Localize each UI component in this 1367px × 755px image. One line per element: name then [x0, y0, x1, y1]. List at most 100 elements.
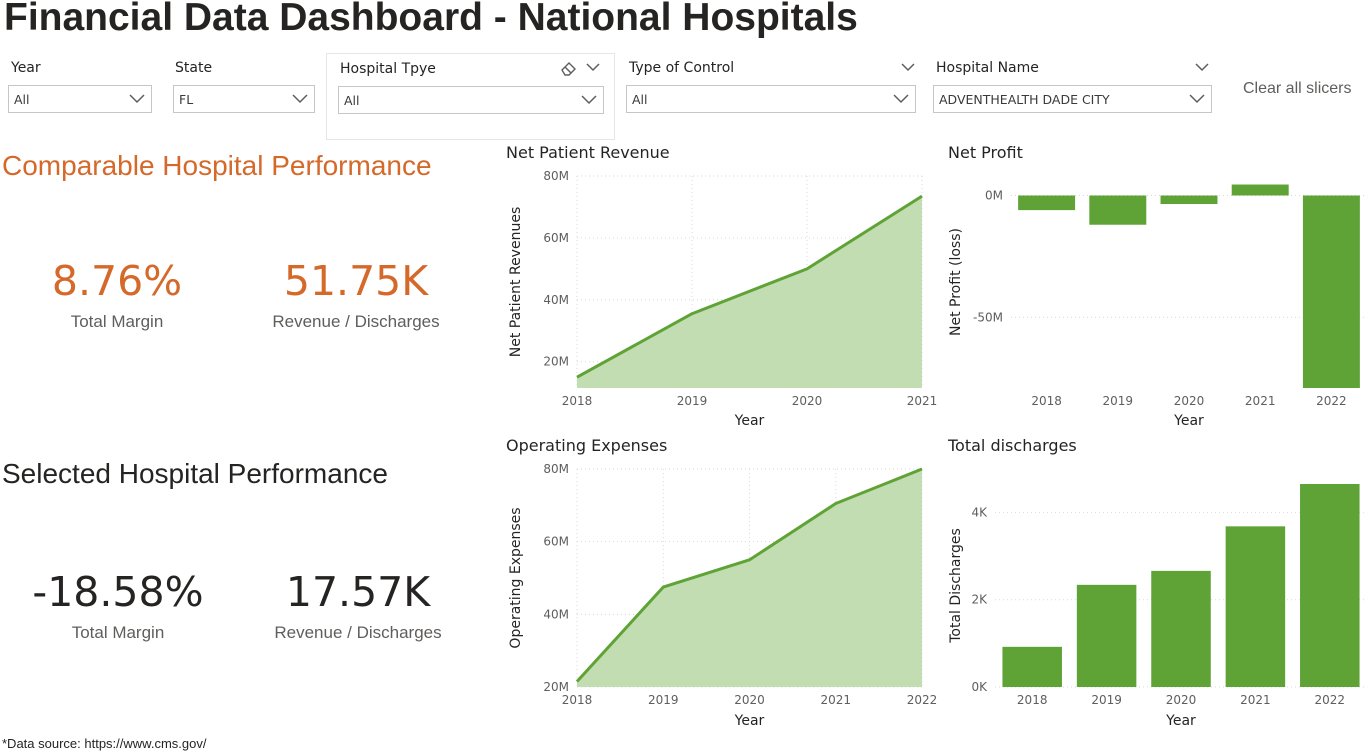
chart-operating-expenses[interactable]: Operating Expenses 20M 40M 60M 80M Operating… [506, 436, 940, 732]
comparable-rev-discharge-label: Revenue / Discharges [272, 312, 440, 331]
slicer-year-label: Year [11, 60, 41, 76]
x-tick-label: 2021 [1240, 693, 1271, 707]
selected-rev-discharge-label: Revenue / Discharges [274, 623, 442, 642]
x-axis-title: Year [734, 713, 765, 729]
bar[interactable] [1225, 526, 1286, 687]
y-axis-title: Net Patient Revenues [508, 207, 524, 358]
slicer-type-of-control[interactable]: Type of Control All [622, 54, 920, 116]
x-tick-label: 2022 [1315, 693, 1346, 707]
series-line [576, 194, 923, 379]
x-axis-title: Year [734, 413, 765, 429]
chevron-down-icon [129, 94, 145, 104]
type-of-control-dropdown-value: All [632, 92, 648, 107]
x-tick-label: 2022 [1316, 394, 1347, 408]
y-tick-label: 60M [543, 231, 569, 245]
chevron-down-icon [581, 95, 597, 105]
y-tick-label: 0M [985, 188, 1003, 202]
chart-title: Net Patient Revenue [506, 143, 670, 162]
y-tick-label: 0K [971, 680, 988, 694]
chevron-down-icon[interactable] [1195, 60, 1209, 74]
comparable-heading: Comparable Hospital Performance [2, 150, 432, 181]
bar[interactable] [1300, 484, 1360, 687]
year-dropdown-value: All [14, 92, 30, 107]
x-tick-label: 2020 [1166, 693, 1197, 707]
chart-net-patient-revenue[interactable]: Net Patient Revenue 20M 40M 60M 80M Net Pati… [506, 143, 938, 433]
y-tick-label: 4K [971, 505, 988, 519]
slicer-state[interactable]: State FL [170, 54, 318, 116]
hospital-name-dropdown[interactable]: ADVENTHEALTH DADE CITY [933, 85, 1212, 113]
x-tick-label: 2019 [1091, 693, 1122, 707]
y-tick-label: 80M [543, 169, 569, 183]
chevron-down-icon[interactable] [901, 60, 915, 74]
x-axis-title: Year [1173, 413, 1204, 429]
year-dropdown[interactable]: All [8, 85, 152, 113]
chart-title: Operating Expenses [506, 436, 668, 455]
comparable-total-margin-value: 8.76% [51, 257, 183, 305]
x-tick-label: 2019 [648, 693, 679, 707]
y-axis-title: Total Discharges [948, 528, 964, 644]
chevron-down-icon [1189, 94, 1205, 104]
state-dropdown[interactable]: FL [173, 85, 315, 113]
net-profit-plot: 0M -50M Net Profit (loss) 2018 2019 2020 2021 2… [948, 184, 1367, 429]
bar[interactable] [1089, 195, 1147, 225]
type-of-control-dropdown[interactable]: All [626, 85, 916, 113]
x-tick-label: 2020 [792, 394, 823, 408]
slicer-hospital-type[interactable]: Hospital Tpye All [326, 53, 615, 140]
bar[interactable] [1231, 184, 1289, 196]
y-tick-label: 40M [543, 293, 569, 307]
chart-total-discharges[interactable]: Total discharges 0K 2K 4K Total Discharges 2… [948, 436, 1367, 732]
slicer-year[interactable]: Year All [4, 54, 154, 116]
x-tick-label: 2021 [1245, 394, 1276, 408]
selected-total-margin-label: Total Margin [71, 623, 165, 642]
total-discharges-plot: 0K 2K 4K Total Discharges 2018 2019 2020 2021 20… [948, 484, 1367, 729]
comparable-total-margin-label: Total Margin [70, 312, 164, 331]
data-source-footnote: *Data source: https://www.cms.gov/ [2, 736, 207, 751]
bar[interactable] [1076, 584, 1137, 687]
x-axis-title: Year [1165, 713, 1196, 729]
y-axis-title: Net Profit (loss) [948, 228, 964, 336]
slicer-hospital-name[interactable]: Hospital Name ADVENTHEALTH DADE CITY [929, 54, 1215, 116]
x-tick-label: 2019 [1103, 394, 1134, 408]
bar[interactable] [1302, 195, 1360, 388]
slicer-hospital-name-label: Hospital Name [936, 60, 1039, 76]
bar[interactable] [1151, 570, 1211, 687]
x-tick-label: 2022 [907, 693, 938, 707]
y-tick-label: 2K [971, 593, 988, 607]
y-tick-label: 40M [543, 607, 569, 621]
chart-net-profit[interactable]: Net Profit 0M -50M Net Profit (loss) 2018 20… [948, 143, 1367, 433]
y-tick-label: 60M [543, 535, 569, 549]
y-tick-label: -50M [973, 310, 1003, 324]
state-dropdown-value: FL [179, 92, 194, 107]
chevron-down-icon[interactable] [586, 60, 600, 74]
hospital-type-dropdown[interactable]: All [338, 86, 604, 114]
chart-title: Total discharges [948, 436, 1077, 455]
x-tick-label: 2018 [1017, 693, 1048, 707]
bar[interactable] [1160, 195, 1218, 205]
x-tick-label: 2018 [562, 693, 593, 707]
operating-expenses-plot: 20M 40M 60M 80M Operating Expenses 2018 2019 20… [508, 462, 938, 729]
selected-rev-discharge-value: 17.57K [285, 568, 431, 616]
slicer-type-of-control-label: Type of Control [629, 60, 735, 76]
y-tick-label: 80M [543, 462, 569, 476]
bar[interactable] [1002, 646, 1062, 687]
hospital-type-dropdown-value: All [344, 93, 360, 108]
x-tick-label: 2020 [734, 693, 765, 707]
y-tick-label: 20M [543, 355, 569, 369]
clear-all-slicers-button[interactable]: Clear all slicers [1243, 80, 1352, 97]
area-fill [577, 469, 922, 687]
eraser-icon[interactable] [560, 59, 578, 77]
chart-title: Net Profit [948, 143, 1023, 162]
x-tick-label: 2021 [907, 394, 938, 408]
y-axis-title: Operating Expenses [508, 507, 524, 648]
x-tick-label: 2020 [1174, 394, 1205, 408]
bar[interactable] [1018, 195, 1076, 211]
selected-total-margin-value: -18.58% [32, 568, 204, 616]
page-title: Financial Data Dashboard - National Hosp… [4, 0, 858, 39]
chevron-down-icon [893, 94, 909, 104]
x-tick-label: 2021 [820, 693, 851, 707]
x-tick-label: 2018 [1031, 394, 1062, 408]
x-tick-label: 2018 [562, 394, 593, 408]
y-tick-label: 20M [543, 680, 569, 694]
chevron-down-icon [292, 94, 308, 104]
comparable-rev-discharge-value: 51.75K [283, 257, 429, 305]
